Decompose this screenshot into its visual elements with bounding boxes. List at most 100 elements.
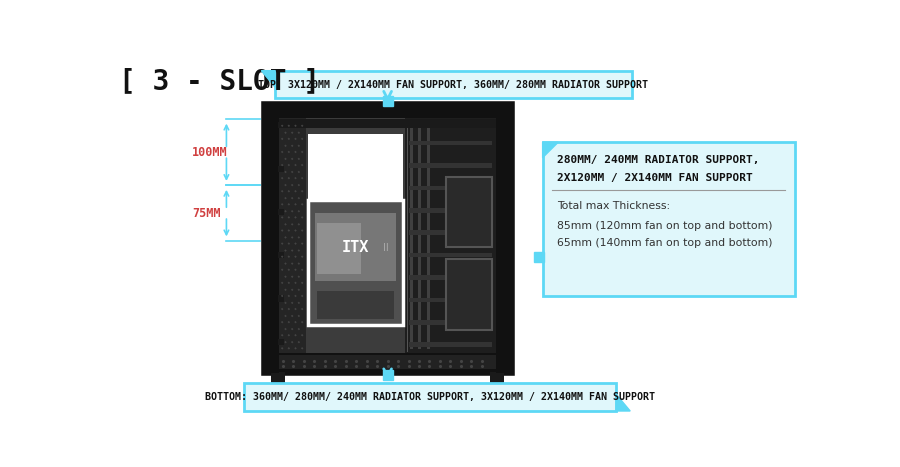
- FancyBboxPatch shape: [264, 104, 511, 118]
- FancyBboxPatch shape: [244, 383, 616, 411]
- FancyBboxPatch shape: [279, 119, 496, 128]
- FancyBboxPatch shape: [316, 212, 396, 281]
- Bar: [281, 347, 284, 350]
- Bar: [294, 125, 297, 127]
- Bar: [294, 190, 297, 192]
- Bar: [288, 190, 290, 192]
- Bar: [288, 151, 290, 153]
- Bar: [284, 341, 287, 343]
- FancyBboxPatch shape: [275, 71, 632, 99]
- Bar: [301, 255, 303, 258]
- Bar: [291, 249, 293, 252]
- Bar: [284, 158, 287, 160]
- FancyBboxPatch shape: [409, 185, 492, 190]
- Bar: [284, 223, 287, 226]
- FancyBboxPatch shape: [279, 118, 306, 353]
- Text: 85mm (120mm fan on top and bottom): 85mm (120mm fan on top and bottom): [556, 221, 772, 231]
- Text: 75MM: 75MM: [193, 206, 220, 219]
- Bar: [284, 302, 287, 304]
- Bar: [301, 216, 303, 219]
- Bar: [281, 190, 284, 192]
- Bar: [298, 262, 300, 265]
- Bar: [294, 308, 297, 310]
- Bar: [294, 177, 297, 179]
- Bar: [284, 249, 287, 252]
- Bar: [298, 341, 300, 343]
- Bar: [281, 282, 284, 284]
- Polygon shape: [261, 71, 275, 87]
- FancyBboxPatch shape: [308, 134, 403, 217]
- FancyBboxPatch shape: [496, 104, 511, 373]
- Bar: [291, 315, 293, 317]
- Polygon shape: [543, 142, 558, 158]
- FancyBboxPatch shape: [409, 141, 492, 145]
- Bar: [294, 255, 297, 258]
- Bar: [298, 249, 300, 252]
- Bar: [291, 197, 293, 199]
- Bar: [288, 177, 290, 179]
- Bar: [291, 236, 293, 239]
- Text: II: II: [383, 242, 389, 253]
- Bar: [281, 295, 284, 297]
- Bar: [301, 203, 303, 205]
- Text: Total max Thickness:: Total max Thickness:: [556, 201, 670, 211]
- Bar: [288, 347, 290, 350]
- Bar: [281, 229, 284, 232]
- Text: 100MM: 100MM: [193, 146, 228, 159]
- Bar: [281, 216, 284, 219]
- Bar: [288, 334, 290, 337]
- Bar: [284, 210, 287, 212]
- Bar: [288, 295, 290, 297]
- Text: ITX: ITX: [342, 240, 369, 255]
- Bar: [291, 145, 293, 147]
- Bar: [284, 197, 287, 199]
- FancyBboxPatch shape: [318, 291, 394, 319]
- Bar: [301, 151, 303, 153]
- FancyBboxPatch shape: [409, 208, 492, 212]
- FancyBboxPatch shape: [317, 223, 361, 275]
- FancyBboxPatch shape: [418, 121, 421, 349]
- Bar: [301, 282, 303, 284]
- Bar: [294, 282, 297, 284]
- Bar: [291, 223, 293, 226]
- Bar: [294, 138, 297, 140]
- Bar: [288, 255, 290, 258]
- Bar: [301, 242, 303, 245]
- FancyBboxPatch shape: [264, 104, 511, 373]
- Bar: [288, 138, 290, 140]
- Bar: [281, 308, 284, 310]
- Text: TOP: 3X120MM / 2X140MM FAN SUPPORT, 360MM/ 280MM RADIATOR SUPPORT: TOP: 3X120MM / 2X140MM FAN SUPPORT, 360M…: [258, 79, 649, 90]
- Bar: [284, 328, 287, 330]
- FancyBboxPatch shape: [278, 122, 284, 128]
- Bar: [294, 347, 297, 350]
- FancyBboxPatch shape: [446, 259, 491, 330]
- Bar: [281, 321, 284, 323]
- Bar: [298, 223, 300, 226]
- Bar: [298, 328, 300, 330]
- Bar: [301, 347, 303, 350]
- FancyBboxPatch shape: [409, 297, 492, 302]
- Bar: [294, 242, 297, 245]
- Bar: [284, 145, 287, 147]
- Bar: [298, 158, 300, 160]
- Bar: [294, 321, 297, 323]
- FancyBboxPatch shape: [409, 275, 492, 280]
- Bar: [298, 131, 300, 134]
- Bar: [291, 328, 293, 330]
- Bar: [288, 125, 290, 127]
- FancyBboxPatch shape: [543, 142, 795, 296]
- Bar: [284, 131, 287, 134]
- Bar: [291, 341, 293, 343]
- Bar: [291, 158, 293, 160]
- FancyBboxPatch shape: [272, 372, 285, 384]
- Bar: [301, 125, 303, 127]
- Bar: [294, 203, 297, 205]
- Bar: [281, 138, 284, 140]
- Bar: [281, 255, 284, 258]
- FancyBboxPatch shape: [264, 104, 279, 373]
- Bar: [291, 171, 293, 173]
- Bar: [288, 269, 290, 271]
- FancyBboxPatch shape: [410, 121, 413, 349]
- Bar: [291, 131, 293, 134]
- Bar: [301, 334, 303, 337]
